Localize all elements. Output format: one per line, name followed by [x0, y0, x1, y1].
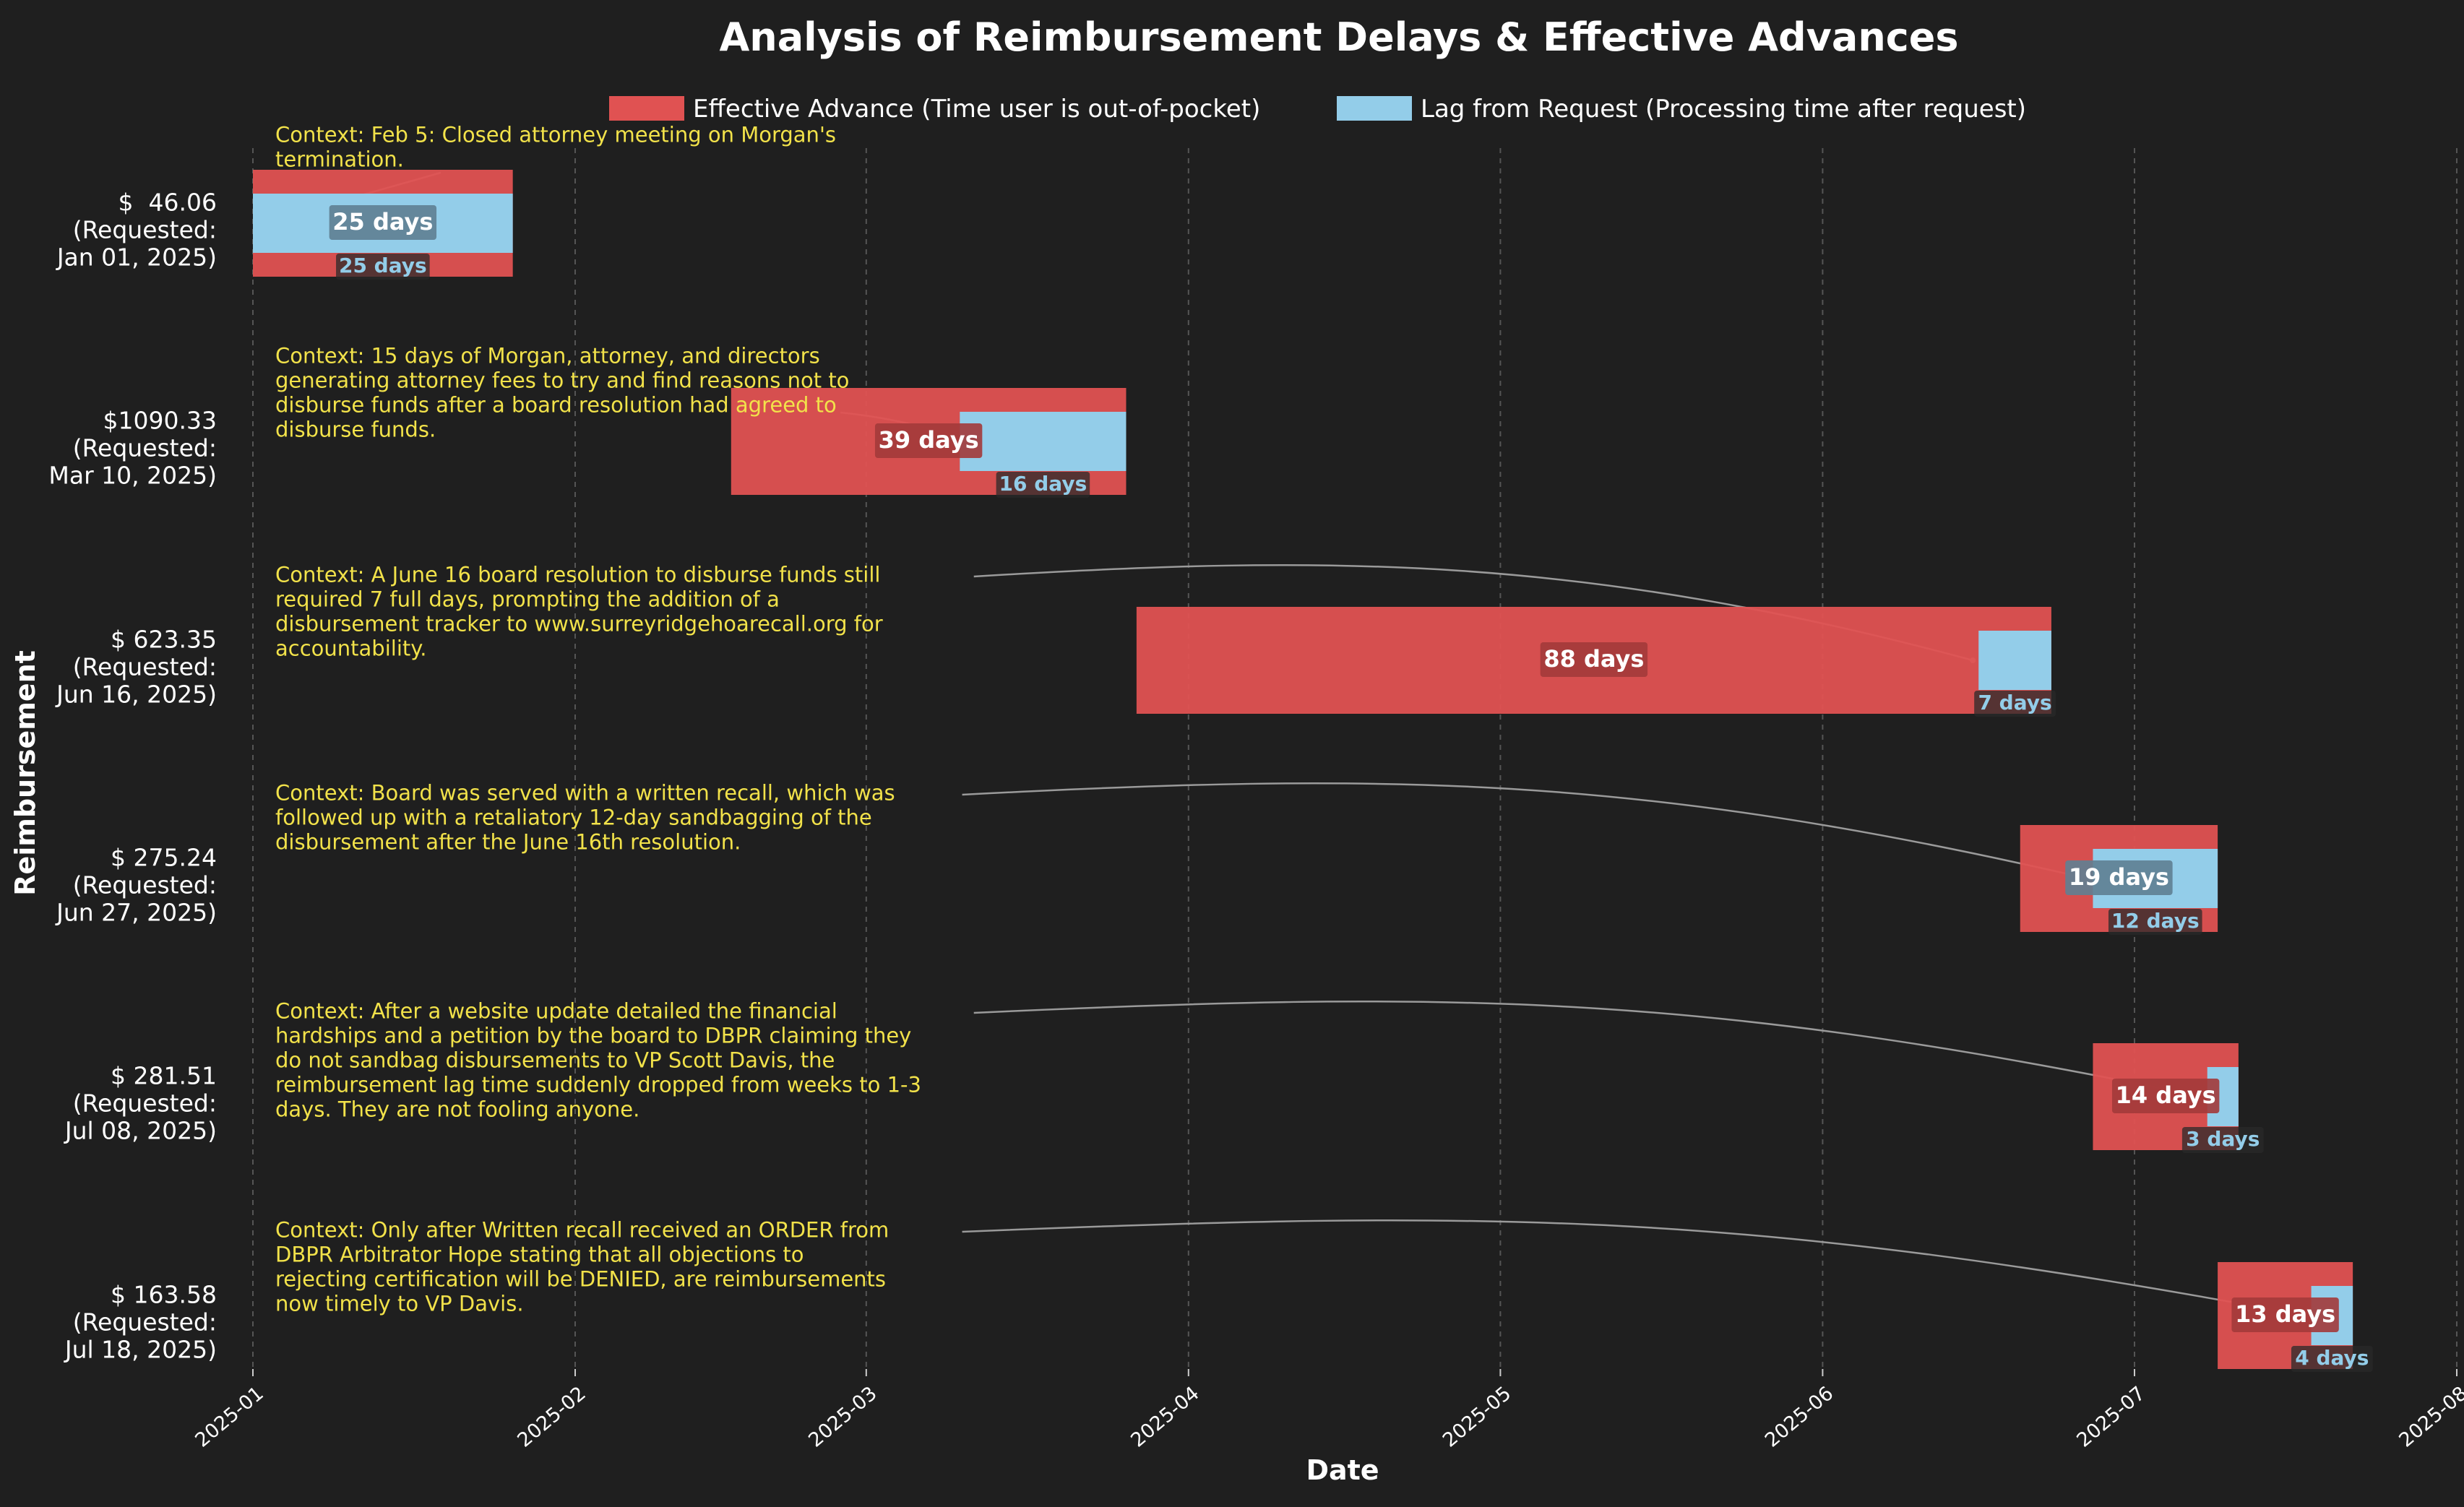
advance-days-label: 19 days — [2069, 863, 2169, 891]
y-tick-label: (Requested: — [73, 1089, 217, 1118]
context-arrow — [962, 782, 2088, 880]
y-tick-label: (Requested: — [73, 434, 217, 462]
lag-label-box — [2181, 1127, 2264, 1153]
legend-swatch-lag — [1337, 96, 1412, 121]
context-text: Context: After a website update detailed… — [275, 999, 837, 1024]
y-tick-label: Jun 16, 2025) — [55, 681, 217, 709]
advance-days-label: 88 days — [1543, 645, 1644, 673]
advance-days-label: 25 days — [332, 208, 433, 236]
chart-title: Analysis of Reimbursement Delays & Effec… — [719, 14, 1958, 60]
context-text: Context: A June 16 board resolution to d… — [275, 563, 880, 587]
lag-days-label: 4 days — [2295, 1346, 2369, 1370]
advance-label-box — [2111, 1079, 2220, 1113]
y-tick-label: Jun 27, 2025) — [55, 899, 217, 927]
y-tick-label: (Requested: — [73, 653, 217, 681]
context-text: Context: Only after Written recall recei… — [275, 1218, 889, 1243]
y-tick-label: $1090.33 — [103, 407, 217, 435]
y-tick-label: Jul 08, 2025) — [64, 1117, 217, 1145]
y-tick-label: (Requested: — [73, 216, 217, 244]
context-text: days. They are not fooling anyone. — [275, 1097, 639, 1122]
context-annotations: Context: Feb 5: Closed attorney meeting … — [275, 123, 921, 1316]
y-tick-label: $ 275.24 — [111, 844, 217, 872]
y-tick-label: Mar 10, 2025) — [48, 462, 217, 490]
context-text: disbursement after the June 16th resolut… — [275, 830, 741, 855]
context-text: hardships and a petition by the board to… — [275, 1024, 911, 1048]
context-text: rejecting certification will be DENIED, … — [275, 1267, 886, 1292]
context-text: Context: Feb 5: Closed attorney meeting … — [275, 123, 836, 147]
context-text: reimbursement lag time suddenly dropped … — [275, 1073, 921, 1097]
lag-days-label: 25 days — [339, 254, 427, 277]
lag-bar — [960, 412, 1127, 471]
advance-days-label: 13 days — [2235, 1300, 2335, 1328]
lag-days-label: 16 days — [999, 472, 1087, 496]
lag-label-box — [2291, 1346, 2373, 1372]
context-text: accountability. — [275, 636, 427, 661]
advance-days-label: 14 days — [2116, 1081, 2216, 1109]
lag-label-box — [1974, 691, 2056, 717]
context-text: required 7 full days, prompting the addi… — [275, 587, 780, 612]
y-tick-label: $ 163.58 — [111, 1281, 217, 1309]
lag-days-label: 3 days — [2186, 1127, 2260, 1151]
grid — [252, 148, 2457, 1376]
x-axis-label: Date — [1306, 1454, 1379, 1486]
y-tick-label: $ 281.51 — [111, 1062, 217, 1090]
context-text: now timely to VP Davis. — [275, 1292, 524, 1316]
y-tick-label: $ 623.35 — [111, 626, 217, 654]
y-axis-label: Reimbursement — [9, 650, 41, 896]
context-text: termination. — [275, 147, 404, 172]
bars: 25 days 25 days 39 days 16 days 88 days 7 day… — [253, 170, 2373, 1372]
context-text: disburse funds. — [275, 418, 436, 442]
advance-label-box — [1540, 642, 1648, 677]
context-arrow — [962, 1219, 2306, 1317]
lag-label-box — [2108, 909, 2202, 935]
context-text: Context: Board was served with a written… — [275, 781, 895, 806]
lag-days-label: 7 days — [1978, 691, 2051, 714]
lag-label-box — [336, 254, 430, 280]
context-text: disburse funds after a board resolution … — [275, 393, 837, 418]
lag-label-box — [996, 472, 1090, 498]
legend: Effective Advance (Time user is out-of-p… — [609, 95, 2026, 124]
y-tick-label: $ 46.06 — [119, 189, 217, 217]
y-tick-label: (Requested: — [73, 1308, 217, 1337]
y-tick-label: Jul 18, 2025) — [64, 1336, 217, 1364]
lag-days-label: 12 days — [2111, 909, 2200, 933]
lag-bar — [1978, 631, 2051, 690]
y-tick-labels: $ 46.06(Requested:Jan 01, 2025)$1090.33(… — [48, 189, 217, 1364]
advance-days-label: 39 days — [879, 426, 979, 454]
legend-label-advance: Effective Advance (Time user is out-of-p… — [693, 95, 1260, 124]
context-arrow — [973, 1000, 2202, 1098]
y-tick-label: Jan 01, 2025) — [56, 243, 217, 272]
context-text: Context: 15 days of Morgan, attorney, an… — [275, 344, 820, 368]
advance-label-box — [329, 205, 437, 240]
context-text: DBPR Arbitrator Hope stating that all ob… — [275, 1243, 804, 1267]
context-text: generating attorney fees to try and find… — [275, 368, 849, 393]
context-text: followed up with a retaliatory 12-day sa… — [275, 806, 872, 830]
advance-label-box — [2231, 1297, 2339, 1332]
context-text: do not sandbag disbursements to VP Scott… — [275, 1048, 835, 1073]
advance-label-box — [2065, 860, 2173, 895]
y-tick-label: (Requested: — [73, 871, 217, 899]
advance-label-box — [874, 423, 983, 458]
context-text: disbursement tracker to www.surreyridgeh… — [275, 612, 883, 636]
legend-label-lag: Lag from Request (Processing time after … — [1421, 95, 2026, 124]
legend-swatch-advance — [609, 96, 684, 121]
